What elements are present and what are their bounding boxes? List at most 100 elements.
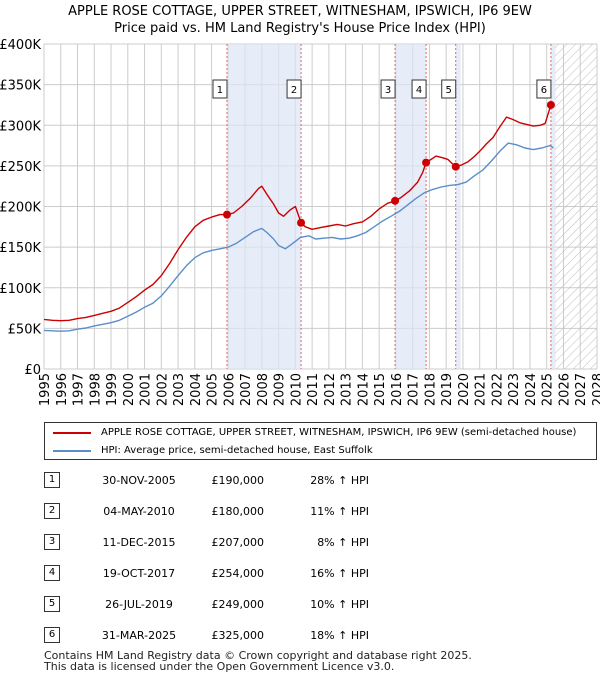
x-tick-label: 2001 — [139, 373, 154, 406]
sale-price: £254,000 — [211, 567, 265, 580]
x-tick-label: 2005 — [206, 373, 221, 406]
x-tick-label: 2011 — [306, 373, 321, 406]
x-tick-label: 1996 — [55, 373, 70, 406]
x-tick-label: 2027 — [574, 373, 589, 406]
x-tick-label: 2019 — [440, 373, 455, 406]
y-tick-label: £400K — [0, 38, 41, 53]
sale-price: £249,000 — [211, 598, 265, 611]
y-tick-label: £350K — [0, 79, 41, 94]
x-tick-label: 2012 — [323, 373, 338, 406]
x-tick-label: 2024 — [524, 373, 539, 406]
sale-marker-box — [411, 79, 427, 99]
footer-copyright: Contains HM Land Registry data © Crown c… — [44, 649, 472, 662]
legend-swatch-property — [53, 432, 91, 434]
sale-point — [451, 162, 460, 171]
x-tick-label: 2028 — [591, 373, 600, 406]
sale-hpi-change: 11% ↑ HPI — [310, 505, 369, 518]
y-tick-label: £50K — [8, 322, 42, 337]
x-tick-label: 2004 — [189, 373, 204, 406]
x-tick-label: 2017 — [407, 373, 422, 406]
x-tick-label: 2003 — [172, 373, 187, 406]
sale-number: 3 — [44, 534, 60, 550]
sale-marker-layer: 1 2 3 4 5 6 — [212, 79, 555, 227]
sale-number: 1 — [44, 472, 60, 488]
price-chart: 1 2 3 4 5 6 £0 £50K £100K £150K £200K £250K £300K £3… — [0, 38, 600, 406]
sale-number: 2 — [44, 503, 60, 519]
sale-point — [297, 218, 306, 227]
sale-date: 11-DEC-2015 — [102, 536, 176, 549]
sale-date: 31-MAR-2025 — [101, 629, 177, 642]
sale-row: 2 04-MAY-2010 £180,000 11% ↑ HPI — [44, 501, 444, 521]
x-tick-label: 1995 — [38, 373, 53, 406]
legend: APPLE ROSE COTTAGE, UPPER STREET, WITNES… — [44, 422, 597, 460]
sale-marker-label: 5 — [446, 85, 452, 96]
legend-swatch-hpi — [53, 450, 91, 452]
sale-hpi-change: 16% ↑ HPI — [310, 567, 369, 580]
sale-point — [422, 158, 431, 167]
sale-marker-box — [212, 79, 228, 99]
sale-row: 3 11-DEC-2015 £207,000 8% ↑ HPI — [44, 532, 444, 552]
title-line-1: APPLE ROSE COTTAGE, UPPER STREET, WITNES… — [68, 4, 532, 19]
x-tick-label: 2008 — [256, 373, 271, 406]
sale-marker-label: 3 — [385, 85, 391, 96]
sale-shade-layer — [226, 44, 597, 369]
x-tick-label: 2022 — [490, 373, 505, 406]
legend-label-property: APPLE ROSE COTTAGE, UPPER STREET, WITNES… — [101, 427, 577, 438]
y-tick-label: £300K — [0, 119, 41, 134]
sale-point — [391, 196, 400, 205]
sale-number: 5 — [44, 596, 60, 612]
series-layer — [44, 104, 554, 332]
x-tick-label: 2026 — [557, 373, 572, 406]
sale-hpi-change: 8% ↑ HPI — [317, 536, 369, 549]
y-tick-label: £100K — [0, 282, 41, 297]
sale-marker-label: 4 — [416, 85, 422, 96]
x-tick-label: 2020 — [457, 373, 472, 406]
x-tick-label: 2025 — [541, 373, 556, 406]
sale-marker-box — [536, 79, 552, 99]
sale-number: 4 — [44, 565, 60, 581]
sale-price: £190,000 — [211, 474, 265, 487]
sale-period-shade — [455, 44, 461, 369]
x-tick-label: 2006 — [222, 373, 237, 406]
x-tick-label: 1998 — [88, 373, 103, 406]
x-tick-label: 2018 — [423, 373, 438, 406]
axis-layer: £0 £50K £100K £150K £200K £250K £300K £350K £400… — [0, 38, 600, 406]
sale-number: 6 — [44, 627, 60, 643]
sale-date: 19-OCT-2017 — [102, 567, 176, 580]
x-tick-label: 1997 — [72, 373, 87, 406]
x-tick-label: 1999 — [105, 373, 120, 406]
sale-marker-label: 6 — [541, 85, 547, 96]
sale-point — [222, 210, 231, 219]
sale-row: 4 19-OCT-2017 £254,000 16% ↑ HPI — [44, 563, 444, 583]
x-tick-label: 2016 — [390, 373, 405, 406]
legend-label-hpi: HPI: Average price, semi-detached house,… — [101, 445, 373, 456]
sale-marker-box — [286, 79, 302, 99]
sale-price: £325,000 — [211, 629, 265, 642]
y-tick-label: £200K — [0, 201, 41, 216]
sale-price: £207,000 — [211, 536, 265, 549]
chart-title: APPLE ROSE COTTAGE, UPPER STREET, WITNES… — [0, 3, 600, 37]
sale-hpi-change: 10% ↑ HPI — [310, 598, 369, 611]
footer: Contains HM Land Registry data © Crown c… — [44, 650, 472, 672]
sale-date: 04-MAY-2010 — [103, 505, 175, 518]
x-tick-label: 2009 — [273, 373, 288, 406]
y-tick-label: £0 — [24, 363, 41, 378]
forecast-hatch — [555, 44, 597, 369]
sale-date: 26-JUL-2019 — [105, 598, 173, 611]
sale-marker-label: 1 — [217, 85, 223, 96]
sale-price: £180,000 — [211, 505, 265, 518]
x-tick-label: 2002 — [155, 373, 170, 406]
title-line-2: Price paid vs. HM Land Registry's House … — [114, 21, 486, 36]
sale-date: 30-NOV-2005 — [102, 474, 176, 487]
x-tick-label: 2014 — [356, 373, 371, 406]
sale-row: 1 30-NOV-2005 £190,000 28% ↑ HPI — [44, 470, 444, 490]
x-tick-label: 2023 — [507, 373, 522, 406]
y-tick-label: £250K — [0, 160, 41, 175]
x-tick-label: 2007 — [239, 373, 254, 406]
sale-marker-label: 2 — [291, 85, 297, 96]
sale-hpi-change: 28% ↑ HPI — [310, 474, 369, 487]
grid-layer — [43, 43, 598, 370]
sale-marker-box — [441, 79, 457, 99]
footer-licence: This data is licensed under the Open Gov… — [44, 660, 395, 673]
x-tick-label: 2000 — [122, 373, 137, 406]
